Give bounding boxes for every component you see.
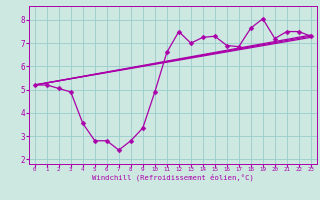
X-axis label: Windchill (Refroidissement éolien,°C): Windchill (Refroidissement éolien,°C) <box>92 174 254 181</box>
